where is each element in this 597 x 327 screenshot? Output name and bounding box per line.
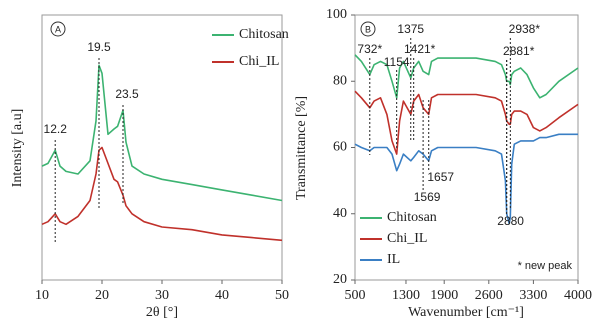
x-axis-label: 2θ [°]: [146, 305, 178, 320]
peak-label: 2880: [497, 214, 524, 228]
x-tick-label: 20: [95, 288, 109, 303]
peak-label: 1375: [397, 22, 424, 36]
x-tick-label: 500: [345, 288, 366, 303]
legend-label: Chi_IL: [387, 231, 427, 246]
legend-label: IL: [387, 252, 400, 267]
peak-label: 2938*: [509, 22, 541, 36]
peak-label: 12.2: [44, 122, 68, 136]
y-tick-label: 100: [326, 7, 347, 22]
y-axis-label: Transmittance [%]: [294, 96, 309, 200]
panel-label: B: [365, 24, 371, 34]
y-tick-label: 60: [333, 140, 347, 155]
x-axis-label: Wavenumber [cm⁻¹]: [408, 305, 524, 320]
x-tick-label: 1900: [430, 288, 458, 303]
note: * new peak: [518, 260, 573, 272]
peak-label: 2881*: [503, 44, 535, 58]
y-tick-label: 80: [333, 73, 347, 88]
peak-label: 1154: [384, 55, 410, 69]
x-tick-label: 50: [275, 288, 289, 303]
data-line: [41, 64, 283, 202]
y-axis-label: Intensity [a.u]: [10, 109, 25, 188]
x-tick-label: 10: [35, 288, 49, 303]
legend-label: Chitosan: [387, 210, 437, 225]
y-tick-label: 20: [333, 272, 347, 287]
panel-badge: [360, 21, 376, 37]
data-line: [354, 133, 578, 225]
peak-label: 1569: [414, 190, 441, 204]
peak-label: 23.5: [115, 87, 139, 101]
peak-label: 1421*: [404, 42, 436, 56]
x-tick-label: 2600: [475, 288, 503, 303]
panel-badge: [50, 21, 66, 37]
data-line: [41, 146, 283, 242]
x-tick-label: 40: [215, 288, 229, 303]
x-tick-label: 30: [155, 288, 169, 303]
legend-label: Chi_IL: [239, 54, 279, 69]
peak-label: 19.5: [87, 40, 111, 54]
data-line: [354, 54, 579, 99]
x-tick-label: 4000: [564, 288, 592, 303]
peak-label: 1657: [427, 170, 454, 184]
x-tick-label: 3300: [519, 288, 547, 303]
x-tick-label: 1300: [392, 288, 420, 303]
legend-label: Chitosan: [239, 27, 289, 42]
y-tick-label: 40: [333, 206, 347, 221]
data-line: [354, 90, 579, 155]
peak-label: 732*: [357, 42, 382, 56]
panel-label: A: [55, 24, 61, 34]
